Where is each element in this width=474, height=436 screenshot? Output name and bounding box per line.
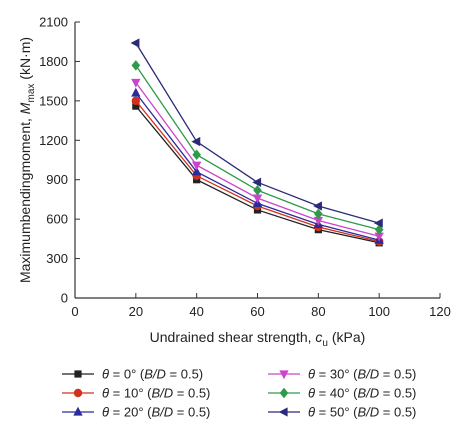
data-point [131, 87, 141, 97]
data-point [130, 38, 140, 48]
legend-marker [73, 406, 83, 416]
legend: θ = 0° (B/D = 0.5) θ = 10° (B/D = 0.5) θ =… [62, 367, 416, 420]
legend-marker [74, 370, 82, 378]
x-axis-title: Undrained shear strength, cu (kPa) [150, 329, 366, 349]
data-point [313, 201, 322, 211]
y-tick-label: 1800 [39, 54, 68, 69]
data-point [131, 60, 141, 71]
legend-marker [278, 407, 288, 417]
legend-label: θ = 50° (B/D = 0.5) [308, 405, 416, 420]
series-line [135, 105, 380, 244]
legend-label: θ = 20° (B/D = 0.5) [102, 405, 210, 420]
y-axis-title: Maximumbendingmoment, Mmax (kN·m) [17, 37, 37, 283]
data-point [373, 218, 383, 228]
y-tick-label: 1200 [39, 133, 68, 148]
series-1 [131, 96, 384, 246]
series-4 [131, 60, 384, 235]
y-tick-label: 900 [46, 172, 68, 187]
series-5 [130, 38, 383, 228]
data-point [374, 224, 384, 235]
data-point [252, 177, 262, 188]
legend-item-4: θ = 40° (B/D = 0.5) [268, 386, 416, 401]
x-tick-label: 100 [368, 304, 390, 319]
legend-item-5: θ = 50° (B/D = 0.5) [268, 405, 416, 420]
plot-area [74, 22, 440, 299]
data-point [253, 185, 262, 196]
x-tick-label: 120 [429, 304, 451, 319]
legend-item-2: θ = 20° (B/D = 0.5) [62, 405, 210, 420]
legend-label: θ = 40° (B/D = 0.5) [308, 386, 416, 401]
series-layer [130, 38, 384, 247]
data-point [131, 96, 141, 106]
legend-label: θ = 0° (B/D = 0.5) [102, 367, 203, 382]
legend-label: θ = 30° (B/D = 0.5) [308, 367, 416, 382]
y-tick-label: 2100 [39, 15, 68, 30]
x-tick-label: 20 [129, 304, 143, 319]
y-tick-label: 0 [61, 291, 68, 306]
series-2 [131, 87, 384, 244]
data-point [192, 161, 202, 171]
x-tick-label: 40 [189, 304, 203, 319]
x-axis-ticks: 0 20 40 60 80 100 120 [71, 293, 451, 319]
data-point [191, 136, 201, 147]
data-point [192, 149, 201, 160]
legend-item-0: θ = 0° (B/D = 0.5) [62, 367, 203, 382]
legend-item-3: θ = 30° (B/D = 0.5) [268, 367, 416, 382]
x-tick-label: 0 [71, 304, 78, 319]
data-point [131, 78, 141, 88]
legend-marker [279, 387, 289, 399]
y-tick-label: 600 [46, 212, 68, 227]
legend-item-1: θ = 10° (B/D = 0.5) [62, 386, 210, 401]
data-point [314, 208, 323, 220]
series-0 [132, 102, 383, 247]
y-tick-label: 300 [46, 251, 68, 266]
legend-marker [279, 370, 289, 380]
series-line [135, 92, 380, 241]
y-tick-label: 1500 [39, 93, 68, 108]
legend-label: θ = 10° (B/D = 0.5) [102, 386, 210, 401]
y-axis-ticks: 0 300 600 900 1200 1500 1800 2100 [39, 15, 80, 306]
series-3 [131, 78, 384, 242]
x-tick-label: 80 [311, 304, 325, 319]
legend-marker [73, 388, 83, 398]
x-tick-label: 60 [250, 304, 264, 319]
data-point [192, 166, 202, 176]
